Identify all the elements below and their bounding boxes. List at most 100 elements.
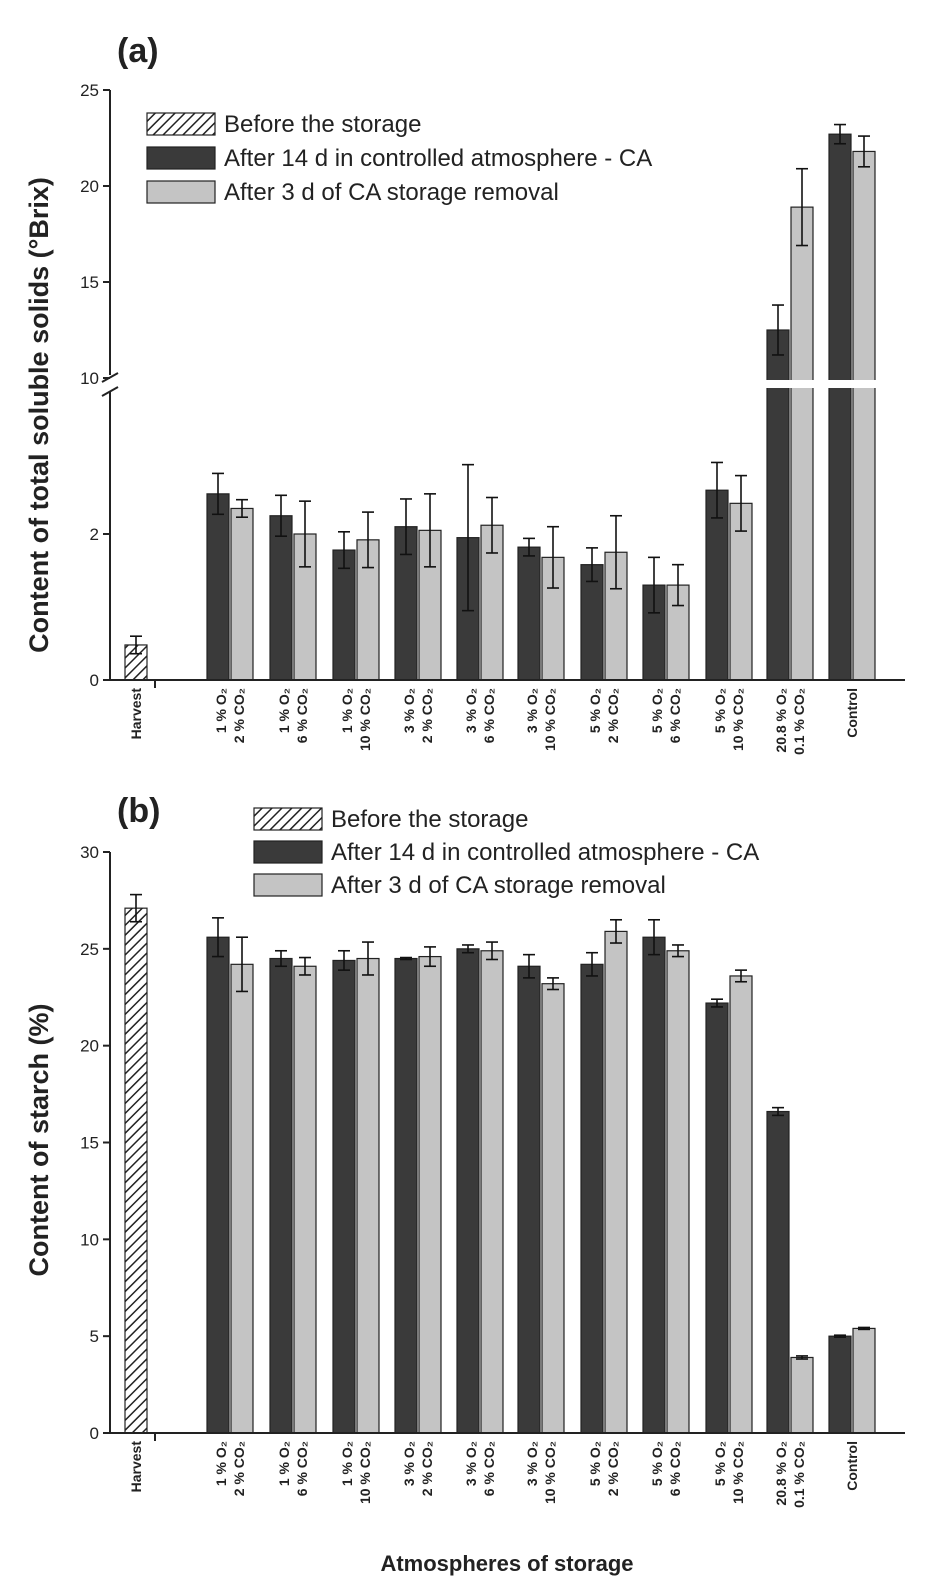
legend-swatch [146, 146, 216, 170]
x-tick-label: 10 % CO₂ [357, 1441, 373, 1504]
y-tick-label: 20 [80, 177, 99, 196]
bar [293, 965, 317, 1434]
x-tick-label: 5 % O₂ [587, 688, 603, 733]
legend-label: After 3 d of CA storage removal [331, 872, 666, 899]
y-tick-label: 0 [90, 671, 99, 690]
bar [332, 959, 356, 1434]
legend-label: After 14 d in controlled atmosphere - CA [224, 145, 652, 172]
bar [705, 1002, 729, 1434]
x-tick-label: 10 % CO₂ [730, 688, 746, 751]
bar [828, 1335, 852, 1434]
bar [456, 948, 480, 1434]
x-tick-label: Control [844, 1441, 860, 1491]
x-tick-label: 0.1 % CO₂ [791, 1441, 807, 1508]
panel-label: (b) [117, 792, 160, 830]
legend-label: Before the storage [331, 806, 528, 833]
bar [852, 150, 876, 681]
legend-swatch [253, 807, 323, 831]
bar [790, 1356, 814, 1434]
bar [480, 950, 504, 1434]
x-tick-label: 6 % CO₂ [481, 1441, 497, 1496]
y-tick-label: 0 [90, 1424, 99, 1443]
bar [418, 955, 442, 1434]
legend-swatch [253, 873, 323, 897]
legend: Before the storage After 14 d in controll… [146, 111, 652, 206]
bar [269, 515, 293, 681]
x-tick-label: 20.8 % O₂ [773, 1441, 789, 1506]
axis-break-mark [101, 386, 119, 397]
x-tick-label: 3 % O₂ [463, 688, 479, 733]
bar [206, 493, 230, 681]
bar [729, 975, 753, 1434]
x-axis-label: Atmospheres of storage [380, 1551, 633, 1576]
x-tick-label: Harvest [128, 1441, 144, 1493]
bar [517, 546, 541, 681]
x-tick-label: 5 % O₂ [712, 688, 728, 733]
bar [517, 965, 541, 1434]
x-tick-label: 2 % CO₂ [419, 688, 435, 743]
bar [828, 133, 852, 681]
bar [852, 1327, 876, 1434]
axis-break-gap [112, 380, 907, 388]
bar [604, 930, 628, 1434]
bar [206, 936, 230, 1434]
x-tick-label: 3 % O₂ [463, 1441, 479, 1486]
y-tick-label: 30 [80, 843, 99, 862]
x-tick-label: 5 % O₂ [649, 1441, 665, 1486]
x-tick-label: 1 % O₂ [276, 688, 292, 733]
y-axis-label: Content of starch (%) [24, 1004, 54, 1277]
bar [580, 963, 604, 1434]
x-tick-label: 6 % CO₂ [294, 1441, 310, 1496]
x-tick-label: 5 % O₂ [649, 688, 665, 733]
x-tick-label: 2 % CO₂ [231, 688, 247, 743]
bar [269, 957, 293, 1434]
x-tick-label: 3 % O₂ [524, 688, 540, 733]
x-tick-label: 1 % O₂ [339, 1441, 355, 1486]
x-tick-label: 20.8 % O₂ [773, 688, 789, 753]
panel-label: (a) [117, 32, 159, 70]
bar [790, 206, 814, 681]
y-tick-label: 15 [80, 1134, 99, 1153]
x-tick-label: Harvest [128, 688, 144, 740]
bar [394, 957, 418, 1434]
y-tick-label: 2 [90, 525, 99, 544]
legend-label: After 14 d in controlled atmosphere - CA [331, 839, 759, 866]
bar [230, 507, 254, 681]
x-tick-label: 2 % CO₂ [605, 688, 621, 743]
bar [230, 963, 254, 1434]
x-tick-label: 6 % CO₂ [481, 688, 497, 743]
bar [356, 957, 380, 1434]
x-tick-label: Control [844, 688, 860, 738]
x-tick-label: 3 % O₂ [524, 1441, 540, 1486]
x-tick-label: 3 % O₂ [401, 1441, 417, 1486]
x-tick-label: 1 % O₂ [213, 688, 229, 733]
x-tick-label: 1 % O₂ [213, 1441, 229, 1486]
legend: Before the storage After 14 d in controll… [253, 806, 759, 899]
legend-swatch [146, 180, 216, 204]
x-tick-label: 5 % O₂ [712, 1441, 728, 1486]
x-tick-label: 10 % CO₂ [357, 688, 373, 751]
x-tick-label: 10 % CO₂ [542, 688, 558, 751]
bar [332, 549, 356, 681]
legend-label: Before the storage [224, 111, 421, 138]
y-tick-label: 5 [90, 1327, 99, 1346]
x-tick-label: 10 % CO₂ [542, 1441, 558, 1504]
y-tick-label: 25 [80, 940, 99, 959]
x-tick-label: 10 % CO₂ [730, 1441, 746, 1504]
x-tick-label: 0.1 % CO₂ [791, 688, 807, 755]
y-tick-label: 10 [80, 369, 99, 388]
x-tick-label: 1 % O₂ [276, 1441, 292, 1486]
bar [541, 983, 565, 1434]
x-tick-label: 2 % CO₂ [231, 1441, 247, 1496]
y-tick-label: 20 [80, 1037, 99, 1056]
x-tick-label: 3 % O₂ [401, 688, 417, 733]
bar [666, 950, 690, 1434]
bar [766, 1110, 790, 1434]
x-tick-label: 6 % CO₂ [667, 1441, 683, 1496]
y-tick-label: 10 [80, 1230, 99, 1249]
legend-label: After 3 d of CA storage removal [224, 179, 559, 206]
legend-swatch [146, 112, 216, 136]
x-tick-label: 6 % CO₂ [294, 688, 310, 743]
